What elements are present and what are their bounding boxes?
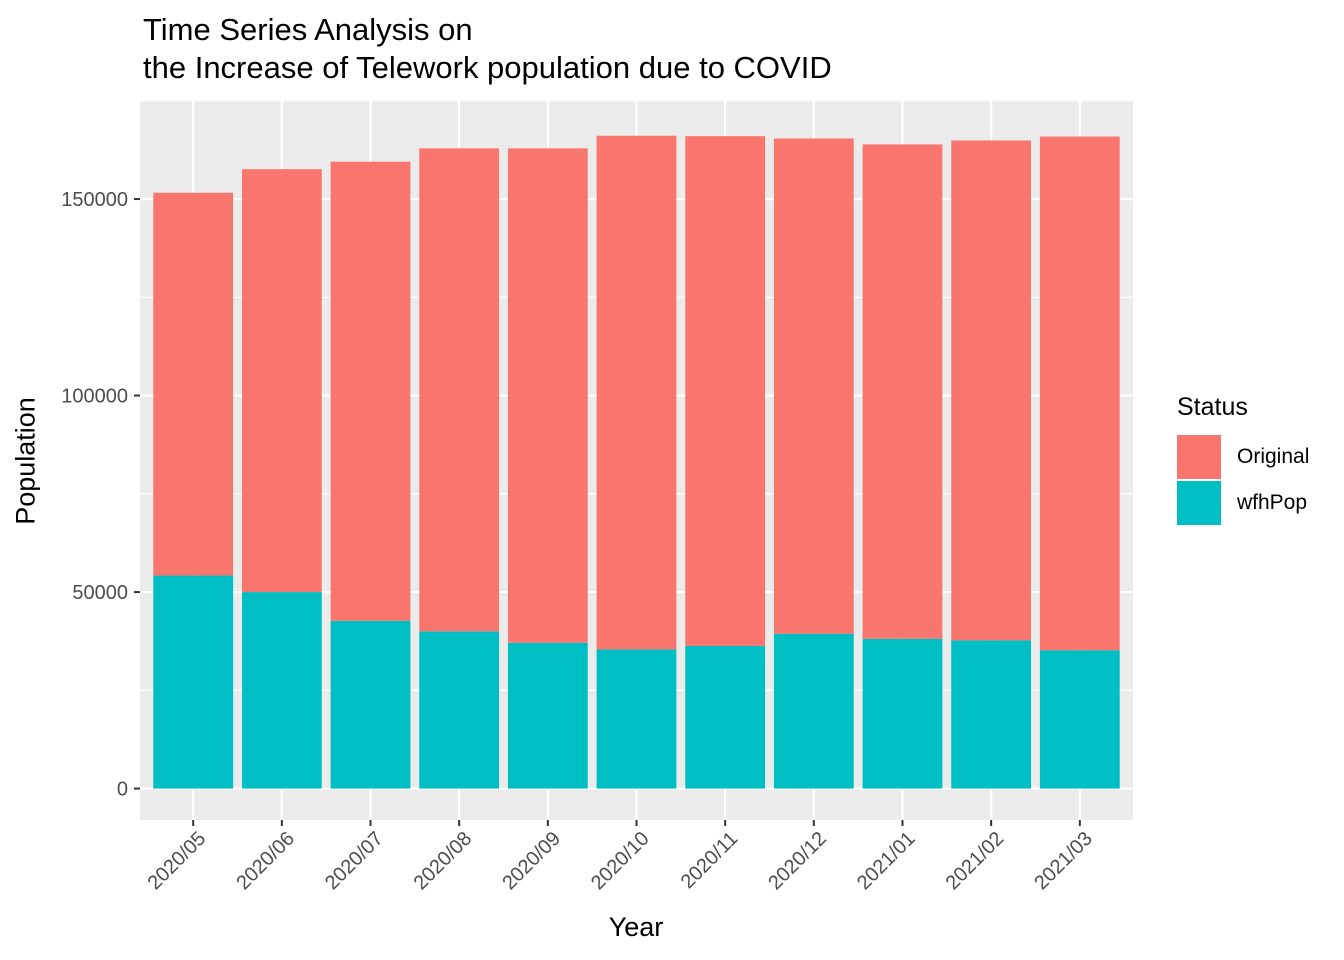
x-tick-label: 2020/08 bbox=[410, 828, 477, 895]
legend-label-wfhPop: wfhPop bbox=[1237, 491, 1308, 514]
y-tick-label: 50000 bbox=[72, 582, 128, 604]
bar-wfhPop-2020/10 bbox=[596, 649, 677, 789]
y-axis-label: Population bbox=[10, 397, 41, 525]
y-tick-label: 100000 bbox=[61, 386, 128, 408]
x-tick-label: 2020/10 bbox=[587, 828, 654, 895]
x-tick-label: 2020/05 bbox=[144, 828, 211, 895]
bar-wfhPop-2020/11 bbox=[685, 645, 766, 789]
bar-Original-2020/08 bbox=[419, 148, 500, 632]
bar-Original-2020/10 bbox=[596, 135, 677, 650]
bar-Original-2020/11 bbox=[685, 136, 766, 646]
chart-title-line-2: the Increase of Telework population due … bbox=[143, 50, 832, 85]
x-tick-label: 2020/09 bbox=[498, 828, 565, 895]
bar-Original-2021/02 bbox=[951, 140, 1032, 641]
bar-Original-2020/05 bbox=[153, 192, 234, 576]
bar-wfhPop-2020/06 bbox=[241, 592, 322, 789]
x-tick-label: 2020/11 bbox=[677, 828, 743, 894]
x-tick-label: 2020/12 bbox=[764, 828, 831, 895]
legend-item-Original: Original bbox=[1177, 434, 1309, 480]
legend-label-Original: Original bbox=[1237, 445, 1310, 468]
legend-items: Original wfhPop bbox=[1177, 434, 1309, 526]
bar-Original-2020/12 bbox=[773, 138, 854, 634]
chart-title-line-1: Time Series Analysis on bbox=[143, 12, 473, 47]
legend-title: Status bbox=[1177, 393, 1248, 421]
bar-wfhPop-2020/08 bbox=[419, 631, 500, 789]
legend-item-wfhPop: wfhPop bbox=[1177, 480, 1309, 526]
bar-wfhPop-2021/01 bbox=[862, 638, 943, 789]
bar-Original-2021/03 bbox=[1039, 136, 1120, 651]
bar-wfhPop-2020/05 bbox=[153, 575, 234, 789]
bar-wfhPop-2021/02 bbox=[951, 640, 1032, 789]
y-tick-label: 150000 bbox=[61, 189, 128, 211]
bar-wfhPop-2020/12 bbox=[773, 633, 854, 789]
x-tick-label: 2021/03 bbox=[1030, 828, 1097, 895]
legend-key-Original bbox=[1177, 435, 1221, 479]
bar-wfhPop-2021/03 bbox=[1039, 650, 1120, 789]
legend-key-wfhPop bbox=[1177, 481, 1221, 525]
bar-wfhPop-2020/09 bbox=[507, 642, 588, 789]
bar-Original-2020/06 bbox=[241, 169, 322, 593]
legend: Status Original wfhPop bbox=[1177, 393, 1309, 526]
x-tick-label: 2021/02 bbox=[942, 828, 1009, 895]
bar-Original-2021/01 bbox=[862, 144, 943, 639]
x-tick-label: 2021/01 bbox=[853, 828, 920, 895]
bar-wfhPop-2020/07 bbox=[330, 620, 411, 789]
x-axis-label: Year bbox=[608, 912, 664, 942]
bar-Original-2020/07 bbox=[330, 161, 411, 621]
bar-Original-2020/09 bbox=[507, 148, 588, 643]
y-tick-label: 0 bbox=[117, 779, 128, 801]
x-tick-label: 2020/06 bbox=[232, 828, 299, 895]
x-tick-label: 2020/07 bbox=[321, 828, 388, 895]
